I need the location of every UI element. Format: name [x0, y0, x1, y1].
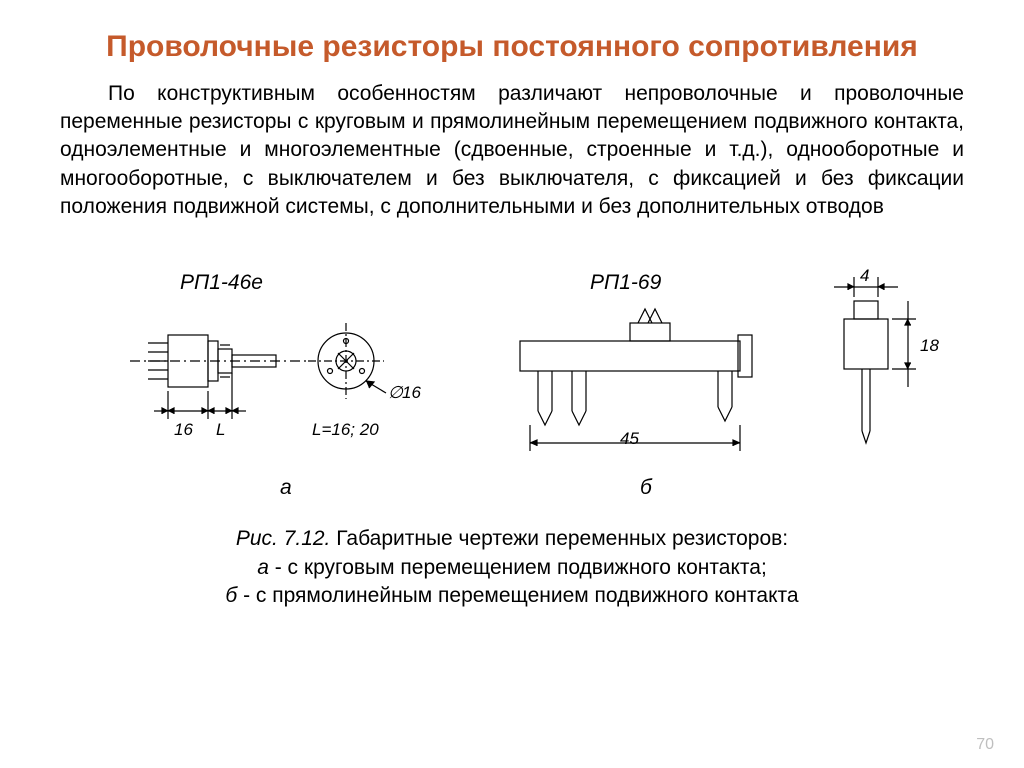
- caption-fig-ref: Рис. 7.12.: [236, 527, 331, 550]
- figure-caption: Рис. 7.12. Габаритные чертежи переменных…: [60, 525, 964, 610]
- caption-line-1-text: Габаритные чертежи переменных резисторов…: [330, 527, 788, 550]
- figure-area: РП1-46е: [60, 271, 964, 521]
- caption-line-1: Рис. 7.12. Габаритные чертежи переменных…: [60, 525, 964, 553]
- left-side-view-drawing: [130, 311, 310, 431]
- page-number: 70: [976, 736, 994, 754]
- caption-line-3-text: - с прямолинейным перемещением подвижног…: [237, 584, 798, 607]
- subfig-a-label: а: [280, 476, 292, 500]
- caption-b-letter: б: [225, 584, 237, 607]
- caption-line-3: б - с прямолинейным перемещением подвижн…: [60, 582, 964, 610]
- dim-16-label: 16: [174, 420, 193, 440]
- left-component-label: РП1-46е: [180, 271, 263, 295]
- right-component-label: РП1-69: [590, 271, 661, 295]
- caption-line-2: а - с круговым перемещением подвижного к…: [60, 554, 964, 582]
- dim-18-label: 18: [920, 336, 939, 356]
- slide-title: Проволочные резисторы постоянного сопрот…: [60, 28, 964, 66]
- caption-a-letter: а: [257, 556, 269, 579]
- caption-line-2-text: - с круговым перемещением подвижного кон…: [269, 556, 767, 579]
- diameter-symbol: ∅: [388, 383, 403, 403]
- body-paragraph: По конструктивным особенностям различают…: [60, 80, 964, 222]
- subfig-b-label: б: [640, 476, 652, 500]
- left-front-view-drawing: [308, 323, 398, 413]
- diameter-16-label: 16: [402, 383, 421, 403]
- L-note-label: L=16; 20: [312, 420, 379, 440]
- dim-L-label: L: [216, 420, 225, 440]
- right-end-view-drawing: [800, 271, 950, 461]
- dim-45-label: 45: [620, 429, 639, 449]
- slide: Проволочные резисторы постоянного сопрот…: [0, 0, 1024, 768]
- dim-4-label: 4: [860, 266, 869, 286]
